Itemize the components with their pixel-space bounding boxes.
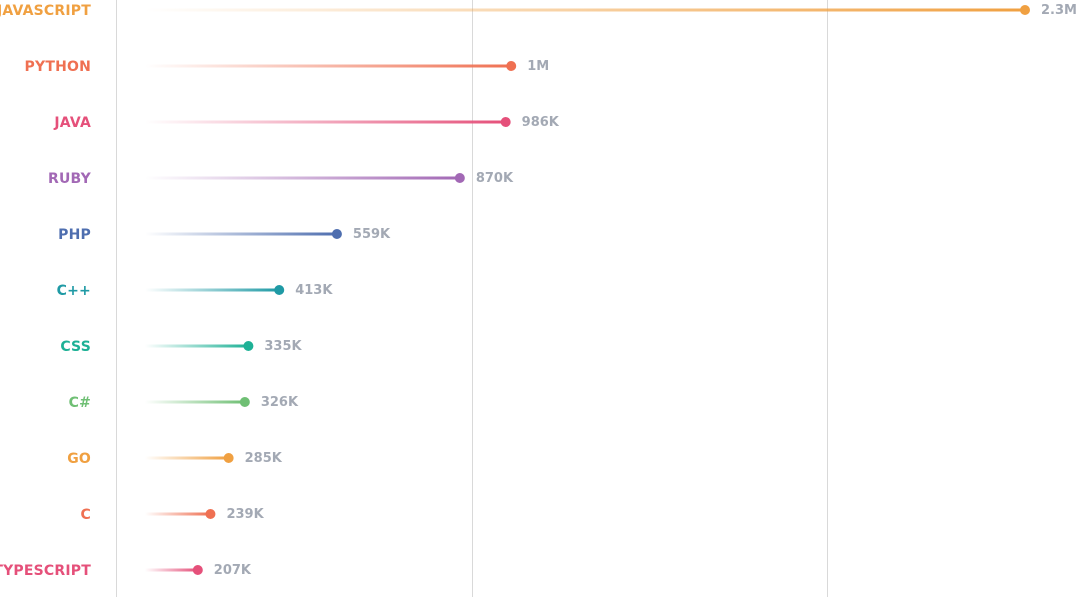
lollipop-row: C# 326K bbox=[69, 395, 299, 411]
category-label: GO bbox=[67, 451, 91, 467]
category-label: TYPESCRIPT bbox=[0, 563, 91, 579]
value-label: 326K bbox=[261, 395, 299, 410]
category-label: C# bbox=[69, 395, 91, 411]
lollipop-dot[interactable] bbox=[243, 341, 254, 351]
value-label: 1M bbox=[527, 59, 549, 74]
lollipop-dot[interactable] bbox=[331, 229, 342, 239]
value-label: 870K bbox=[476, 171, 514, 186]
lollipop-dot[interactable] bbox=[506, 61, 517, 71]
lollipop-dot[interactable] bbox=[205, 509, 216, 519]
lollipop-dot[interactable] bbox=[1020, 5, 1030, 15]
value-label: 986K bbox=[522, 115, 560, 130]
lollipop-row: PYTHON 1M bbox=[25, 59, 550, 75]
lollipop-dot[interactable] bbox=[274, 285, 285, 295]
category-label: JAVASCRIPT bbox=[0, 3, 91, 19]
category-label: C bbox=[81, 507, 91, 523]
value-label: 207K bbox=[214, 563, 252, 578]
lollipop-dot[interactable] bbox=[454, 173, 465, 183]
category-label: RUBY bbox=[48, 171, 92, 187]
value-label: 239K bbox=[226, 507, 264, 522]
lollipop-row: JAVASCRIPT 2.3M bbox=[0, 3, 1077, 19]
value-label: 2.3M bbox=[1041, 3, 1077, 18]
lollipop-row: RUBY 870K bbox=[48, 171, 514, 187]
lollipop-row: JAVA 986K bbox=[53, 115, 559, 131]
lollipop-dot[interactable] bbox=[192, 565, 203, 575]
lollipop-row: PHP 559K bbox=[58, 227, 391, 243]
category-label: PYTHON bbox=[25, 59, 91, 75]
value-label: 285K bbox=[245, 451, 283, 466]
value-label: 559K bbox=[353, 227, 391, 242]
lollipop-row: CSS 335K bbox=[60, 339, 302, 355]
category-label: JAVA bbox=[53, 115, 91, 131]
lollipop-row: C++ 413K bbox=[57, 283, 334, 299]
lollipop-row: GO 285K bbox=[67, 451, 283, 467]
lollipop-row: TYPESCRIPT 207K bbox=[0, 563, 252, 579]
category-label: PHP bbox=[58, 227, 91, 243]
lollipop-row: C 239K bbox=[81, 507, 265, 523]
lollipop-dot[interactable] bbox=[500, 117, 511, 127]
value-label: 335K bbox=[264, 339, 302, 354]
value-label: 413K bbox=[295, 283, 333, 298]
lollipop-dot[interactable] bbox=[239, 397, 250, 407]
lollipop-dot[interactable] bbox=[223, 453, 234, 463]
category-label: CSS bbox=[60, 339, 91, 355]
category-label: C++ bbox=[57, 283, 91, 299]
